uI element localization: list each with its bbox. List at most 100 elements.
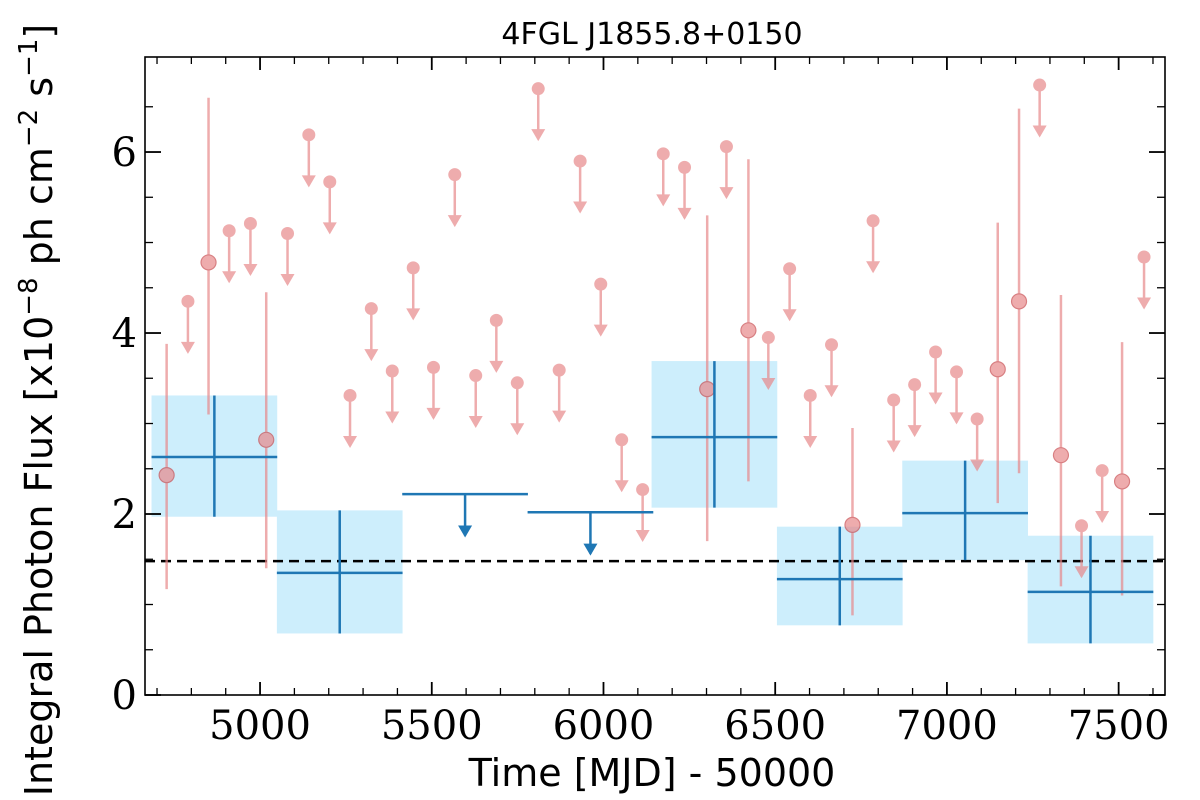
long-bin-series	[151, 361, 1154, 644]
upper-limit-arrow	[803, 435, 818, 448]
short-bin-upper-limit	[280, 226, 295, 286]
upper-limit-arrow	[866, 261, 881, 274]
short-bin-detection	[844, 428, 861, 616]
upper-limit-marker	[302, 128, 316, 142]
short-bin-upper-limit	[949, 365, 964, 425]
upper-limit-arrow	[928, 392, 943, 405]
upper-limit-marker	[448, 168, 462, 182]
short-bin-upper-limit	[677, 160, 692, 220]
upper-limit-marker	[783, 262, 797, 276]
short-bin-upper-limit	[1137, 250, 1152, 310]
upper-limit-arrow	[614, 480, 629, 493]
upper-limit-marker	[426, 360, 440, 374]
upper-limit-arrow	[593, 324, 608, 337]
short-bin-upper-limit	[447, 168, 462, 228]
upper-limit-marker	[761, 331, 775, 345]
upper-limit-arrow	[677, 207, 692, 220]
upper-limit-arrow	[719, 187, 734, 200]
upper-limit-arrow	[949, 412, 964, 425]
upper-limit-arrow	[243, 264, 258, 277]
short-bin-upper-limit	[782, 262, 797, 322]
short-bin-upper-limit	[824, 338, 839, 398]
chart-title: 4FGL J1855.8+0150	[501, 17, 802, 52]
x-axis-label: Time [MJD] - 50000	[468, 751, 836, 795]
upper-limit-marker	[1033, 78, 1047, 92]
short-bin-upper-limit	[614, 433, 629, 493]
short-bin-upper-limit	[1074, 519, 1089, 579]
detection-marker	[1010, 293, 1028, 310]
upper-limit-marker	[243, 217, 257, 231]
upper-limit-arrow	[552, 410, 567, 423]
upper-limit-arrow	[782, 309, 797, 322]
short-bin-upper-limit	[1032, 78, 1047, 138]
upper-limit-marker	[866, 214, 880, 228]
upper-limit-marker	[825, 338, 839, 352]
upper-limit-arrow	[573, 201, 588, 214]
detection-marker	[699, 381, 716, 398]
upper-limit-marker	[803, 388, 817, 402]
short-bin-upper-limit	[426, 360, 441, 420]
upper-limit-marker	[678, 160, 692, 174]
long-bin-ul-arrow	[458, 525, 473, 538]
upper-limit-marker	[573, 154, 587, 168]
upper-limit-marker	[469, 369, 483, 383]
upper-limit-arrow	[531, 129, 546, 142]
y-axis-label-end: ]	[17, 24, 61, 39]
short-bin-upper-limit	[468, 369, 483, 429]
upper-limit-arrow	[1137, 297, 1152, 310]
y-axis-label-exp3: −1	[14, 39, 44, 77]
short-bin-upper-limit	[573, 154, 588, 214]
upper-limit-arrow	[447, 215, 462, 228]
upper-limit-arrow	[406, 308, 421, 321]
x-tick-label: 7000	[896, 703, 998, 749]
upper-limit-marker	[615, 433, 629, 447]
y-axis-label-exp2: −2	[14, 109, 44, 147]
upper-limit-arrow	[635, 530, 650, 543]
y-tick-label: 0	[112, 673, 137, 719]
detection-marker	[1052, 447, 1070, 464]
short-bin-upper-limit	[970, 412, 985, 472]
short-bin-series	[158, 78, 1152, 616]
short-bin-upper-limit	[761, 331, 776, 391]
plot-frame	[144, 56, 1166, 696]
upper-limit-arrow	[364, 349, 379, 362]
upper-limit-arrow	[180, 341, 195, 354]
short-bin-upper-limit	[1095, 464, 1110, 524]
short-bin-detection	[258, 292, 275, 569]
upper-limit-marker	[887, 393, 901, 407]
upper-limit-arrow	[343, 435, 358, 448]
upper-limit-arrow	[761, 378, 776, 391]
short-bin-upper-limit	[489, 313, 504, 373]
upper-limit-marker	[929, 345, 943, 359]
y-axis-label-main: Integral Photon Flux [x10	[17, 316, 61, 797]
upper-limit-marker	[510, 376, 524, 390]
x-tick-label: 6000	[553, 703, 655, 749]
y-axis-label-mid: ph cm	[17, 147, 61, 277]
short-bin-upper-limit	[322, 175, 337, 235]
short-bin-detection	[1113, 342, 1131, 596]
short-bin-detection	[1052, 295, 1070, 587]
detection-marker	[1113, 473, 1131, 490]
long-bin-detection	[776, 526, 903, 626]
upper-limit-arrow	[907, 425, 922, 438]
upper-limit-arrow	[656, 194, 671, 207]
y-axis-label-exp1: −8	[14, 277, 44, 315]
short-bin-upper-limit	[886, 393, 901, 453]
upper-limit-arrow	[385, 411, 400, 424]
upper-limit-marker	[1075, 519, 1089, 533]
upper-limit-marker	[636, 483, 650, 497]
upper-limit-arrow	[824, 385, 839, 398]
y-tick-label: 6	[112, 130, 137, 176]
x-tick-label: 5500	[381, 703, 483, 749]
long-bin-upper-limit	[527, 510, 654, 556]
short-bin-upper-limit	[343, 388, 358, 448]
detection-marker	[158, 466, 175, 484]
x-tick-label: 5000	[209, 703, 311, 749]
y-axis-label-mid2: s	[17, 77, 61, 109]
short-bin-upper-limit	[928, 345, 943, 405]
y-axis-label: Integral Photon Flux [x10−8 ph cm−2 s−1]	[14, 24, 61, 797]
detection-marker	[258, 431, 275, 448]
upper-limit-marker	[323, 175, 337, 189]
detection-marker	[200, 254, 217, 271]
